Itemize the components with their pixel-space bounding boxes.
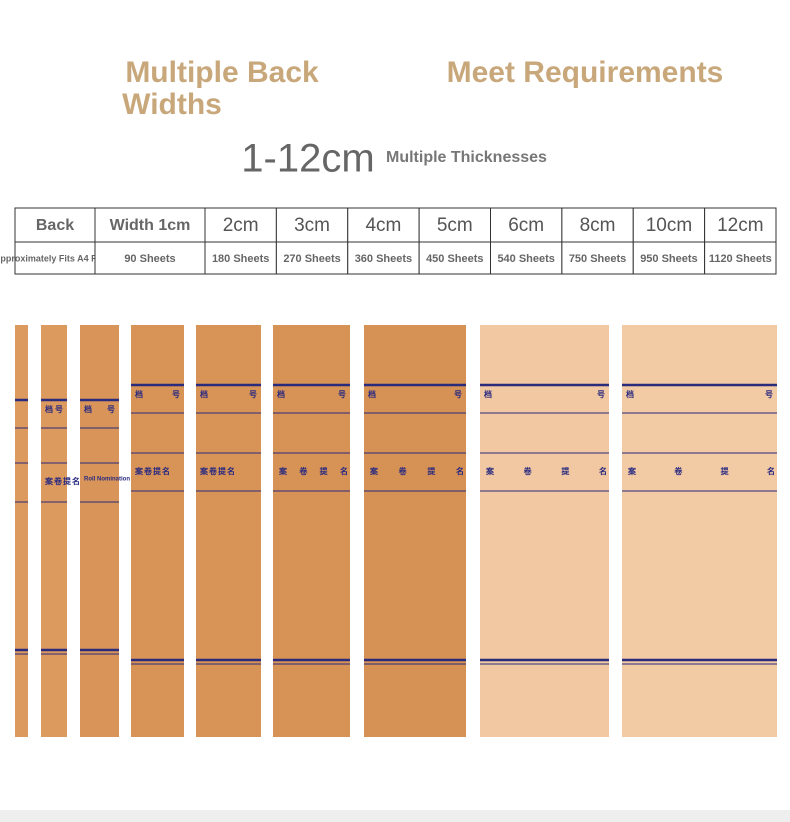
spine-title-char: 卷 xyxy=(53,476,63,486)
spine-title-char: 名 xyxy=(340,466,348,476)
spine-title-char: 案 xyxy=(369,466,379,476)
spine-title-char: 案 xyxy=(485,466,495,476)
spine-file-label: 档 xyxy=(484,389,492,399)
table-text: 5cm xyxy=(437,215,473,236)
table-text: 1120 Sheets xyxy=(709,253,772,265)
spine-file-label: 号 xyxy=(454,389,462,399)
table-cell xyxy=(204,241,277,275)
table-text: 6cm xyxy=(508,215,544,236)
table-text: 450 Sheets xyxy=(426,253,483,265)
spine-title-char: 卷 xyxy=(673,466,683,476)
table-text: 540 Sheets xyxy=(497,253,554,265)
spine-file-label: 号 xyxy=(338,389,346,399)
table-cell xyxy=(490,241,563,275)
range-note: Multiple Thicknesses xyxy=(386,149,547,166)
range: 1-12cm xyxy=(241,137,374,181)
spine-title-char: 提 xyxy=(561,466,570,476)
table-text: 2cm xyxy=(223,215,259,236)
spine xyxy=(480,325,609,737)
table-text: 3cm xyxy=(294,215,330,236)
spine-file-label: 档 xyxy=(368,389,376,399)
spine-file-label: 号 xyxy=(107,404,115,414)
spine-file-label: 号 xyxy=(597,389,605,399)
spine-file-label: 档 xyxy=(135,389,143,399)
spine-title-char: 名 xyxy=(72,476,80,486)
table-cell xyxy=(14,207,96,243)
spine xyxy=(131,325,184,737)
table-text: 270 Sheets xyxy=(283,253,340,265)
spine-file-label: 档 xyxy=(84,404,92,414)
spine-title-char: 案 xyxy=(199,466,209,476)
title-left-line: Widths xyxy=(122,88,222,121)
spine-title-char: 名 xyxy=(456,466,464,476)
table-cell xyxy=(94,207,206,243)
spine-file-label: 号 xyxy=(172,389,180,399)
table-text: Width 1cm xyxy=(110,217,191,234)
table-cell xyxy=(94,241,206,275)
spine-title-char: 提 xyxy=(320,466,329,476)
spine-title-char: 案 xyxy=(134,466,144,476)
spine-title-char: 卷 xyxy=(298,466,308,476)
table-cell xyxy=(347,241,420,275)
table-text: 180 Sheets xyxy=(212,253,269,265)
spines: 档号案卷提名档 号Roll Nomination档 号案卷提名档 号案卷提名档 号案卷提… xyxy=(15,325,777,737)
spine-title-char: 卷 xyxy=(523,466,533,476)
table-text: 4cm xyxy=(365,215,401,236)
spine-title-char: 名 xyxy=(599,466,607,476)
spine xyxy=(15,325,28,737)
spine xyxy=(196,325,261,737)
table-text: 90 Sheets xyxy=(124,253,175,265)
spine-title-char: 名 xyxy=(767,466,775,476)
spine-title-char: 提 xyxy=(427,466,436,476)
spine-title-char: 卷 xyxy=(398,466,408,476)
spine xyxy=(273,325,350,737)
spine-title-char: 提 xyxy=(63,476,72,486)
spine-file-label: 档 xyxy=(277,389,285,399)
spine-title-char: 名 xyxy=(227,466,235,476)
spine-title-char: 案 xyxy=(627,466,637,476)
spine-title-char: 提 xyxy=(218,466,227,476)
table-cell xyxy=(632,241,706,275)
table-text: 12cm xyxy=(717,215,763,236)
spine-title-char: 提 xyxy=(153,466,162,476)
title-left: Multiple Back Widths xyxy=(122,56,319,121)
spine-file-label: 档 xyxy=(200,389,208,399)
spine-file-label: 号 xyxy=(765,389,773,399)
table-cell xyxy=(704,241,777,275)
spine xyxy=(622,325,777,737)
table-text: 950 Sheets xyxy=(640,253,697,265)
table-text: 360 Sheets xyxy=(355,253,412,265)
spine-file-label: 档 xyxy=(45,404,53,414)
table-cell xyxy=(418,207,491,243)
table-cell xyxy=(704,207,777,243)
spine-file-label: 号 xyxy=(55,404,63,414)
table-text: Approximately Fits A4 Paper xyxy=(0,253,117,263)
table-text: 10cm xyxy=(646,215,692,236)
spine-title-char: 名 xyxy=(162,466,170,476)
spine xyxy=(364,325,466,737)
table-cell xyxy=(204,207,277,243)
table-cell xyxy=(561,207,634,243)
spec-table: Back Width 1cm 2cm 3cm 4cm 5cm 6cm 8cm 10cm 12cm A… xyxy=(0,207,777,275)
table-text: 750 Sheets xyxy=(569,253,626,265)
spine-title-char: 提 xyxy=(721,466,730,476)
table-cell xyxy=(561,241,634,275)
spine-file-label: 档 xyxy=(626,389,634,399)
spine-file-label: 号 xyxy=(249,389,257,399)
footer-bar xyxy=(0,810,790,822)
spine-title-char: 案 xyxy=(44,476,54,486)
spine xyxy=(41,325,67,737)
spine-roll: Roll Nomination xyxy=(84,477,130,483)
spine-title-char: 案 xyxy=(278,466,288,476)
table-text: Back xyxy=(36,217,74,234)
spine-title-char: 卷 xyxy=(143,466,153,476)
table-text: 8cm xyxy=(580,215,616,236)
title-right: Meet Requirements xyxy=(447,56,724,89)
title-left-line: Multiple Back xyxy=(125,56,319,89)
spine-title-char: 卷 xyxy=(208,466,218,476)
spine xyxy=(80,325,119,737)
